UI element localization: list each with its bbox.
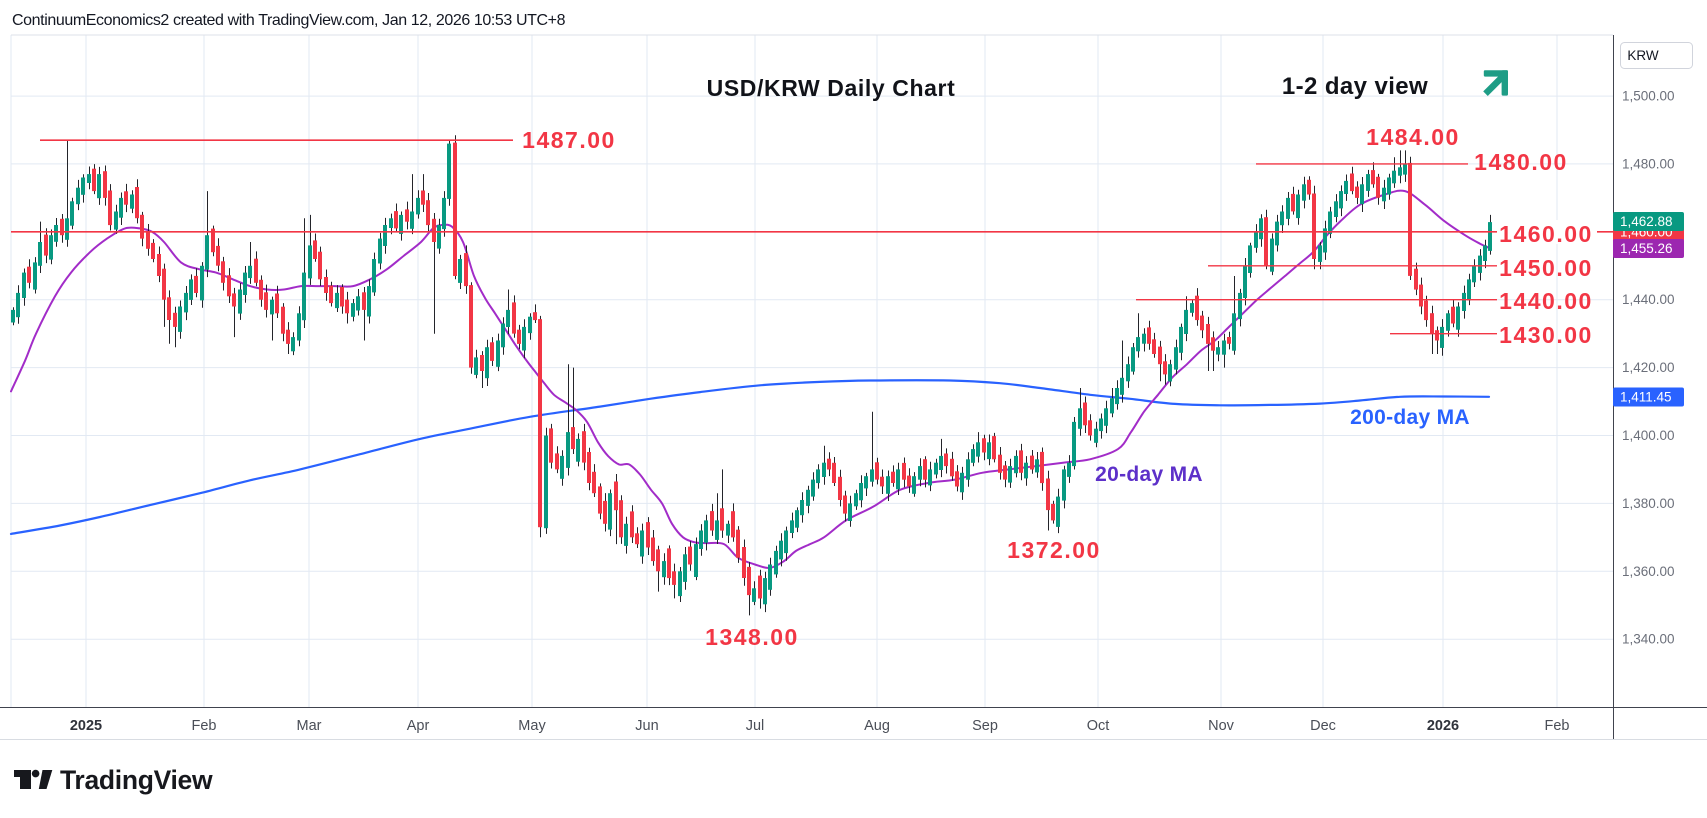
svg-text:Mar: Mar	[297, 718, 322, 734]
svg-text:2025: 2025	[70, 718, 102, 734]
svg-text:Nov: Nov	[1208, 718, 1235, 734]
svg-text:Jun: Jun	[635, 718, 658, 734]
svg-text:1348.00: 1348.00	[705, 624, 799, 650]
svg-text:1450.00: 1450.00	[1499, 255, 1593, 281]
svg-text:ContinuumEconomics2 created wi: ContinuumEconomics2 created with Trading…	[12, 12, 566, 29]
svg-text:1430.00: 1430.00	[1499, 322, 1593, 348]
svg-text:1,360.00: 1,360.00	[1622, 564, 1675, 579]
svg-text:1487.00: 1487.00	[522, 127, 616, 153]
svg-text:Apr: Apr	[407, 718, 430, 734]
svg-text:1372.00: 1372.00	[1007, 537, 1101, 563]
svg-text:1,500.00: 1,500.00	[1622, 89, 1675, 104]
svg-text:1,380.00: 1,380.00	[1622, 496, 1675, 511]
svg-text:Sep: Sep	[972, 718, 998, 734]
svg-text:1,420.00: 1,420.00	[1622, 360, 1675, 375]
svg-text:20-day MA: 20-day MA	[1095, 463, 1203, 486]
svg-text:1,411.45: 1,411.45	[1620, 390, 1672, 405]
svg-text:1480.00: 1480.00	[1474, 149, 1568, 175]
svg-text:Dec: Dec	[1310, 718, 1336, 734]
svg-text:KRW: KRW	[1627, 48, 1659, 63]
svg-text:2026: 2026	[1427, 718, 1459, 734]
svg-text:TradingView: TradingView	[60, 765, 213, 795]
svg-text:1,480.00: 1,480.00	[1622, 156, 1675, 171]
svg-text:May: May	[518, 718, 546, 734]
svg-text:Feb: Feb	[192, 718, 217, 734]
svg-text:1,462.88: 1,462.88	[1620, 214, 1673, 229]
svg-text:1440.00: 1440.00	[1499, 288, 1593, 314]
svg-text:1,340.00: 1,340.00	[1622, 632, 1675, 647]
svg-text:1,455.26: 1,455.26	[1620, 241, 1673, 256]
svg-text:Aug: Aug	[864, 718, 890, 734]
svg-text:Feb: Feb	[1545, 718, 1570, 734]
svg-text:1,400.00: 1,400.00	[1622, 428, 1675, 443]
svg-text:Oct: Oct	[1087, 718, 1110, 734]
svg-text:Jul: Jul	[746, 718, 765, 734]
svg-text:1,440.00: 1,440.00	[1622, 292, 1675, 307]
svg-text:1-2 day view: 1-2 day view	[1282, 73, 1428, 100]
svg-text:USD/KRW Daily Chart: USD/KRW Daily Chart	[707, 75, 956, 101]
svg-text:1460.00: 1460.00	[1499, 221, 1593, 247]
svg-text:200-day MA: 200-day MA	[1350, 406, 1470, 429]
svg-text:1484.00: 1484.00	[1366, 124, 1460, 150]
